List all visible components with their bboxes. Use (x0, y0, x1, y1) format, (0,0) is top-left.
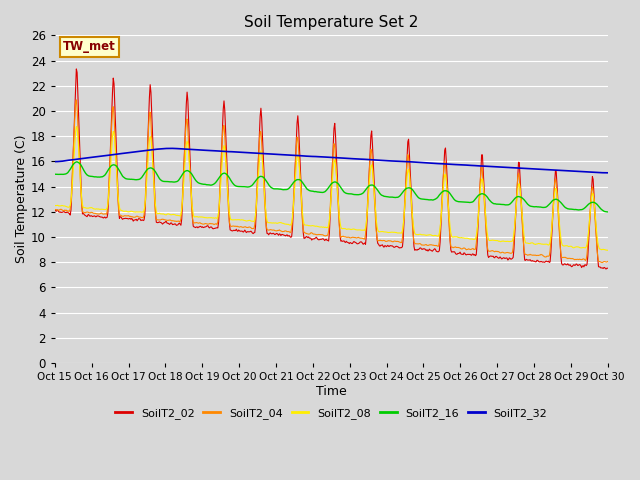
SoilT2_04 (72, 97, 80, 103)
SoilT2_16 (51, 171, 59, 177)
SoilT2_08 (415, 231, 423, 237)
SoilT2_02 (415, 246, 423, 252)
Title: Soil Temperature Set 2: Soil Temperature Set 2 (244, 15, 419, 30)
SoilT2_02 (175, 221, 182, 227)
SoilT2_32 (175, 146, 182, 152)
SoilT2_08 (51, 203, 59, 209)
SoilT2_08 (204, 215, 212, 221)
SoilT2_02 (118, 216, 126, 222)
SoilT2_08 (604, 247, 612, 253)
SoilT2_04 (415, 241, 423, 247)
SoilT2_16 (61, 171, 68, 177)
SoilT2_16 (415, 195, 423, 201)
SoilT2_04 (118, 213, 126, 219)
SoilT2_16 (118, 173, 126, 179)
SoilT2_04 (604, 259, 612, 264)
SoilT2_16 (604, 209, 612, 215)
SoilT2_08 (61, 203, 68, 209)
SoilT2_02 (51, 207, 59, 213)
SoilT2_32 (415, 159, 423, 165)
SoilT2_32 (166, 145, 174, 151)
SoilT2_04 (61, 207, 68, 213)
SoilT2_02 (604, 265, 612, 271)
Text: TW_met: TW_met (63, 40, 116, 53)
SoilT2_08 (72, 124, 80, 130)
Y-axis label: Soil Temperature (C): Soil Temperature (C) (15, 135, 28, 264)
Legend: SoilT2_02, SoilT2_04, SoilT2_08, SoilT2_16, SoilT2_32: SoilT2_02, SoilT2_04, SoilT2_08, SoilT2_… (111, 403, 552, 423)
SoilT2_04 (51, 207, 59, 213)
Line: SoilT2_16: SoilT2_16 (55, 162, 608, 212)
Line: SoilT2_32: SoilT2_32 (55, 148, 608, 173)
SoilT2_32 (61, 158, 68, 164)
SoilT2_16 (73, 159, 81, 165)
SoilT2_32 (51, 159, 59, 165)
SoilT2_08 (175, 213, 182, 218)
SoilT2_08 (118, 208, 126, 214)
SoilT2_04 (175, 218, 182, 224)
Line: SoilT2_04: SoilT2_04 (55, 100, 608, 263)
Line: SoilT2_08: SoilT2_08 (55, 127, 608, 250)
SoilT2_02 (602, 266, 610, 272)
SoilT2_04 (204, 221, 212, 227)
SoilT2_16 (175, 178, 182, 183)
SoilT2_02 (204, 223, 212, 228)
SoilT2_02 (61, 209, 68, 215)
SoilT2_32 (604, 170, 612, 176)
SoilT2_04 (598, 260, 606, 265)
X-axis label: Time: Time (316, 385, 347, 398)
SoilT2_16 (204, 182, 212, 188)
Line: SoilT2_02: SoilT2_02 (55, 69, 608, 269)
SoilT2_08 (399, 222, 407, 228)
SoilT2_02 (399, 236, 407, 242)
SoilT2_16 (399, 189, 407, 194)
SoilT2_04 (399, 226, 407, 231)
SoilT2_02 (72, 66, 80, 72)
SoilT2_32 (118, 151, 125, 156)
SoilT2_32 (204, 147, 212, 153)
SoilT2_32 (399, 158, 407, 164)
